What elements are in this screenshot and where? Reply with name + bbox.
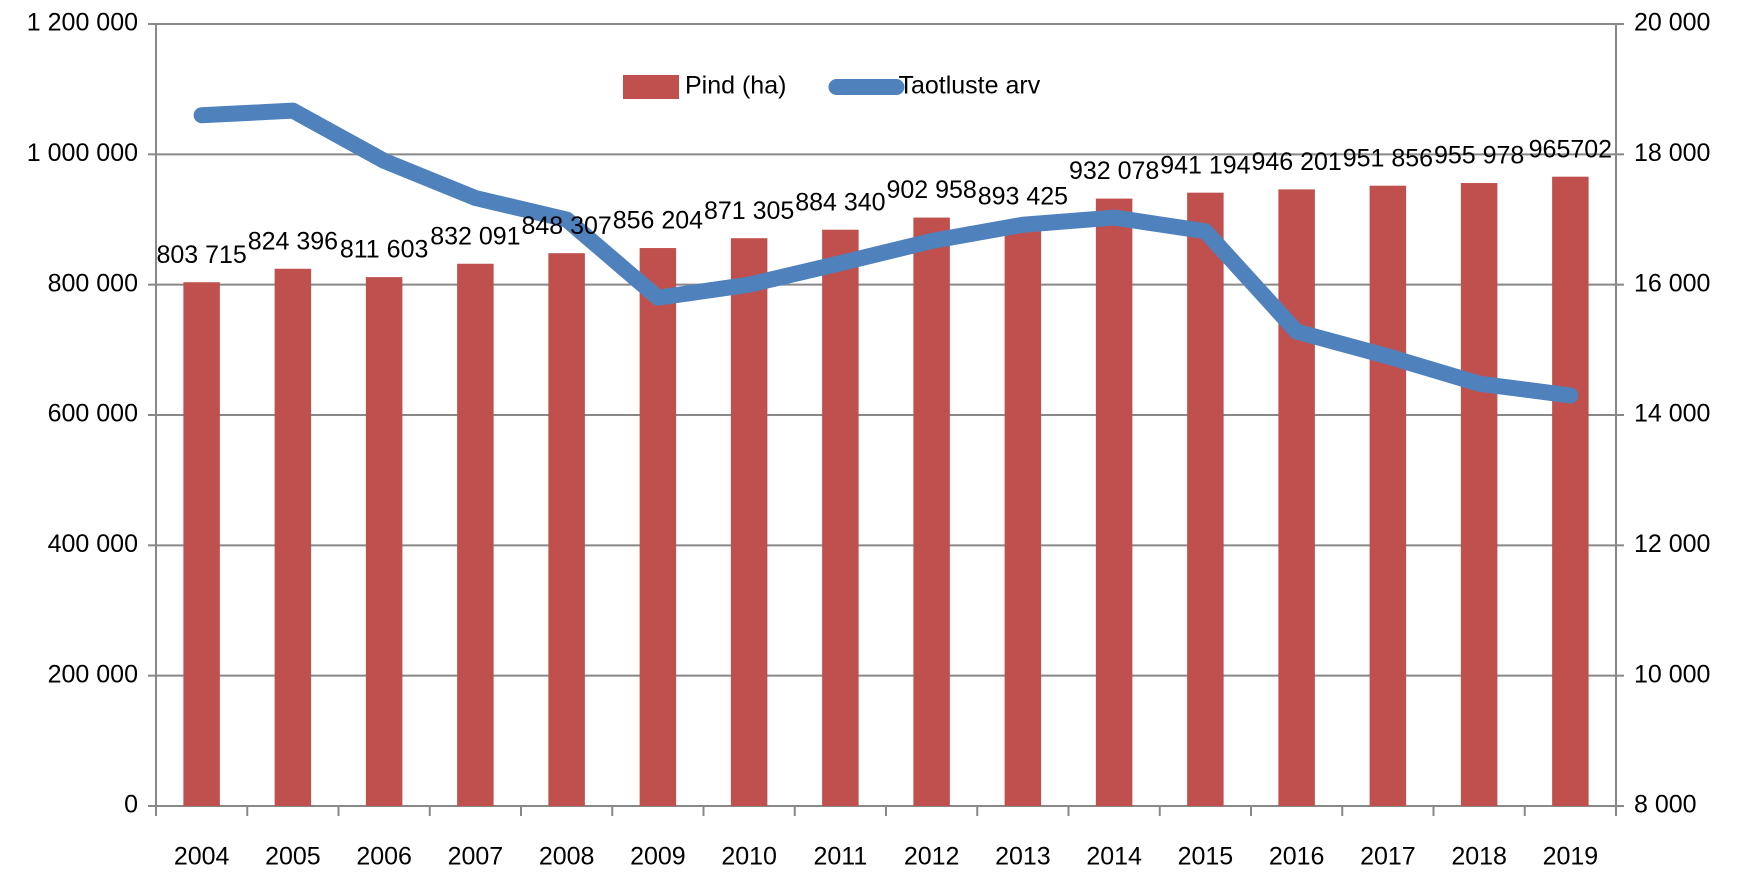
x-tick-label: 2009 bbox=[630, 843, 686, 871]
y2-tick-label: 14 000 bbox=[1634, 400, 1710, 428]
data-label: 965702 bbox=[1529, 135, 1612, 163]
y-tick-label: 400 000 bbox=[48, 530, 138, 558]
bar bbox=[913, 217, 950, 806]
x-tick-label: 2010 bbox=[721, 843, 777, 871]
y-tick-label: 1 200 000 bbox=[27, 9, 138, 37]
legend-label: Pind (ha) bbox=[685, 72, 786, 100]
data-label: 946 201 bbox=[1251, 148, 1341, 176]
y-tick-label: 600 000 bbox=[48, 400, 138, 428]
data-label: 955 978 bbox=[1434, 142, 1524, 170]
bar bbox=[183, 282, 220, 806]
bar bbox=[1460, 183, 1498, 806]
data-label: 848 307 bbox=[521, 212, 611, 240]
data-label: 893 425 bbox=[978, 182, 1068, 210]
y-tick-label: 200 000 bbox=[48, 660, 138, 688]
x-tick-label: 2012 bbox=[904, 843, 960, 871]
y2-tick-label: 10 000 bbox=[1634, 660, 1710, 688]
x-tick-label: 2005 bbox=[265, 843, 321, 871]
data-label: 902 958 bbox=[886, 176, 976, 204]
data-label: 951 856 bbox=[1343, 144, 1433, 172]
bar bbox=[274, 268, 312, 806]
data-label: 824 396 bbox=[248, 227, 338, 255]
data-label: 941 194 bbox=[1160, 151, 1250, 179]
x-tick-label: 2015 bbox=[1178, 843, 1234, 871]
x-tick-label: 2008 bbox=[539, 843, 595, 871]
data-label: 803 715 bbox=[156, 241, 246, 269]
y-tick-label: 1 000 000 bbox=[27, 139, 138, 167]
bar bbox=[822, 229, 859, 807]
x-tick-label: 2017 bbox=[1360, 843, 1416, 871]
data-label: 832 091 bbox=[430, 222, 520, 250]
y2-tick-label: 16 000 bbox=[1634, 269, 1710, 297]
data-label: 871 305 bbox=[704, 197, 794, 225]
x-tick-label: 2007 bbox=[448, 843, 504, 871]
bar bbox=[1095, 198, 1133, 807]
data-label: 811 603 bbox=[340, 236, 429, 264]
x-tick-label: 2006 bbox=[356, 843, 412, 871]
bar bbox=[457, 263, 494, 806]
bar bbox=[1552, 176, 1589, 806]
x-tick-label: 2014 bbox=[1086, 843, 1142, 871]
bar bbox=[639, 248, 677, 806]
x-tick-label: 2011 bbox=[813, 843, 867, 871]
x-tick-label: 2019 bbox=[1543, 843, 1599, 871]
data-label: 884 340 bbox=[795, 188, 885, 216]
bar bbox=[365, 277, 403, 807]
y-tick-label: 800 000 bbox=[48, 269, 138, 297]
y2-tick-label: 12 000 bbox=[1634, 530, 1710, 558]
bar bbox=[1187, 192, 1224, 806]
x-tick-label: 2013 bbox=[995, 843, 1051, 871]
data-label: 932 078 bbox=[1069, 157, 1159, 185]
bar bbox=[1278, 189, 1315, 807]
y2-tick-label: 20 000 bbox=[1634, 9, 1710, 37]
y-tick-label: 0 bbox=[124, 791, 138, 819]
legend-label: Taotluste arv bbox=[898, 72, 1040, 100]
bar bbox=[730, 238, 768, 806]
line bbox=[193, 102, 1579, 404]
y2-tick-label: 18 000 bbox=[1634, 139, 1710, 167]
x-tick-label: 2018 bbox=[1451, 843, 1507, 871]
legend-swatch bbox=[623, 75, 679, 99]
data-label: 856 204 bbox=[613, 207, 703, 235]
x-tick-label: 2004 bbox=[174, 843, 230, 871]
y2-tick-label: 8 000 bbox=[1634, 791, 1697, 819]
bar bbox=[548, 253, 585, 807]
bar bbox=[1004, 223, 1042, 806]
bar bbox=[1369, 185, 1407, 807]
x-tick-label: 2016 bbox=[1269, 843, 1325, 871]
